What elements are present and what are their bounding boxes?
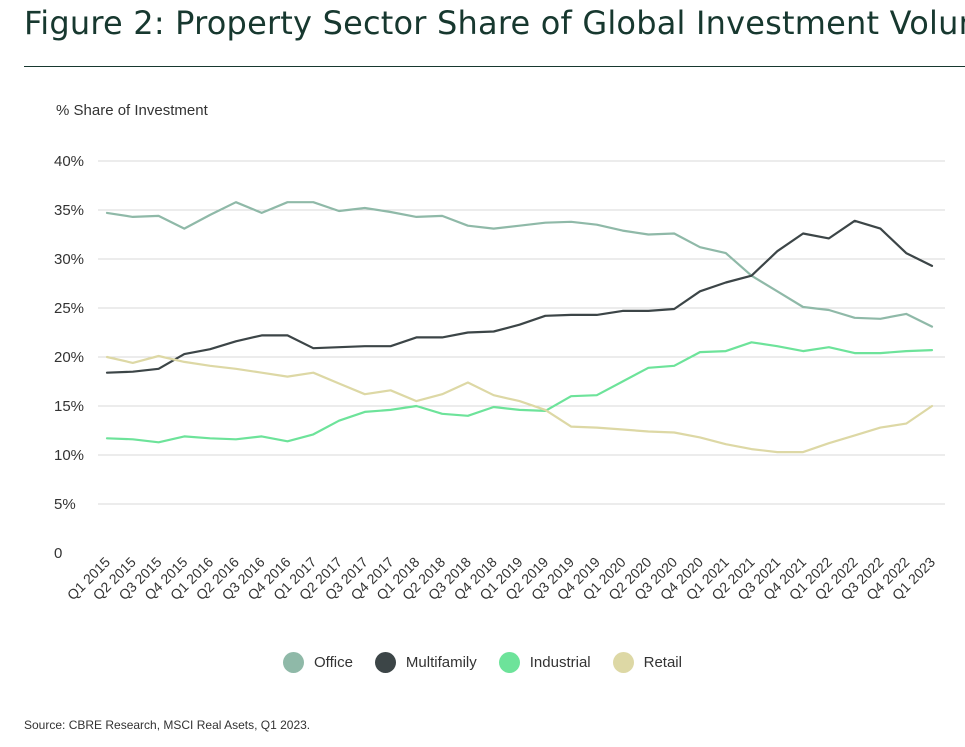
series-lines — [105, 201, 934, 454]
y-tick-label: 15% — [54, 398, 84, 415]
source-note: Source: CBRE Research, MSCI Real Asets, … — [24, 718, 311, 732]
legend-swatch — [283, 652, 304, 673]
page-title: Figure 2: Property Sector Share of Globa… — [24, 4, 965, 42]
y-tick-label: 35% — [54, 202, 84, 219]
legend-item-office: Office — [283, 652, 353, 673]
legend-swatch — [498, 652, 520, 673]
legend-label: Office — [314, 654, 353, 671]
y-tick-label: 40% — [54, 153, 84, 170]
y-axis-ticks: 0 5% 10% 15% 20% 25% 30% 35% 40% — [54, 153, 84, 562]
y-axis-label: % Share of Investment — [56, 102, 208, 119]
title-divider — [24, 66, 965, 67]
series-line-industrial — [105, 341, 934, 444]
gridlines — [98, 160, 945, 505]
legend-item-multifamily: Multifamily — [374, 652, 477, 673]
legend-swatch — [374, 652, 396, 673]
y-tick-label: 20% — [54, 349, 84, 366]
y-tick-label: 30% — [54, 251, 84, 268]
legend-item-retail: Retail — [612, 652, 682, 673]
legend-item-industrial: Industrial — [498, 652, 591, 673]
y-tick-label: 25% — [54, 300, 84, 317]
y-tick-label: 5% — [54, 496, 76, 513]
legend-label: Retail — [643, 654, 682, 671]
y-tick-label: 10% — [54, 447, 84, 464]
series-line-office — [105, 201, 934, 328]
legend-label: Industrial — [529, 654, 591, 671]
series-line-retail — [105, 354, 934, 454]
chart-legend: Office Multifamily Industrial Retail — [0, 652, 965, 673]
legend-swatch — [612, 652, 634, 673]
y-tick-label: 0 — [54, 545, 62, 562]
legend-label: Multifamily — [405, 654, 477, 671]
series-line-multifamily — [105, 219, 934, 374]
